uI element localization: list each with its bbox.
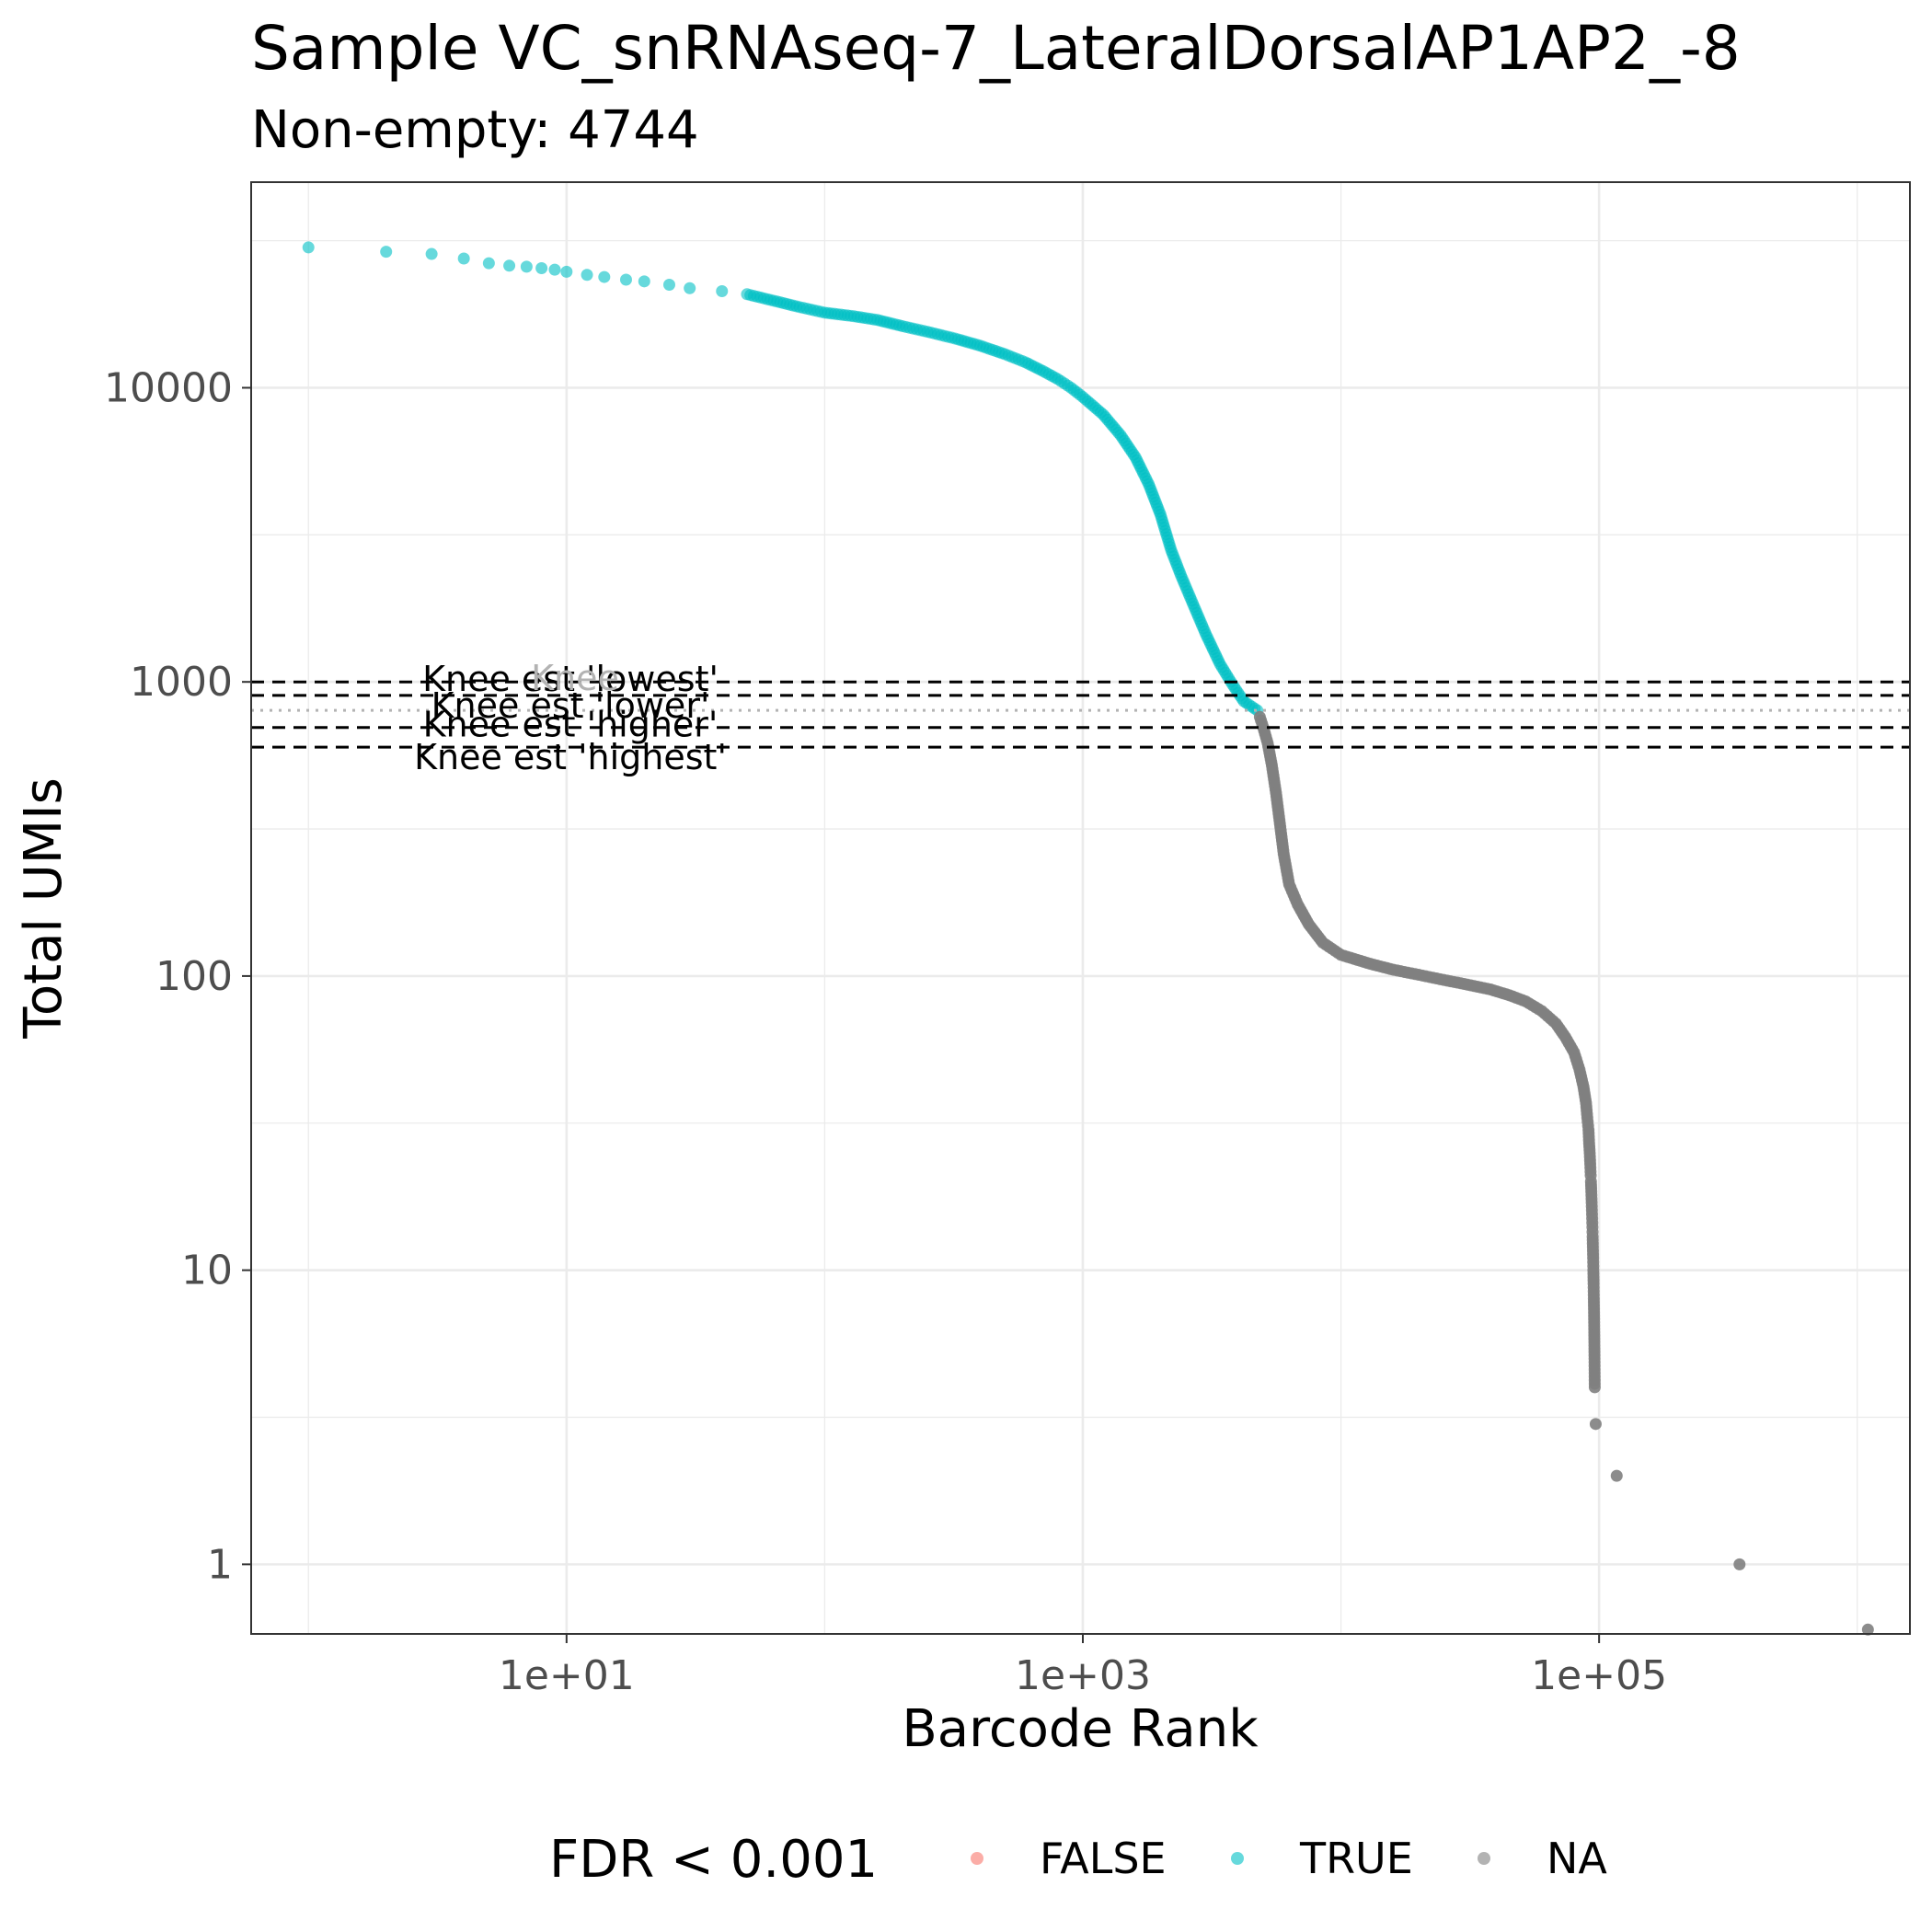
y-axis-title: Total UMIs: [14, 777, 74, 1040]
legend-key-na: [1478, 1852, 1490, 1865]
data-point: [548, 263, 561, 276]
data-point: [662, 278, 675, 291]
data-point: [598, 270, 611, 283]
legend: FDR < 0.001 FALSE TRUE NA: [549, 1830, 1607, 1890]
data-point: [1861, 1623, 1874, 1636]
legend-label-false: FALSE: [1040, 1834, 1167, 1883]
data-point: [716, 284, 729, 297]
knee-labels: Knee est 'lowest'Knee est 'lower'Knee Kne…: [414, 658, 727, 777]
data-point: [1589, 1418, 1602, 1431]
data-point: [1588, 1381, 1601, 1394]
data-points: [302, 241, 1874, 1636]
data-point: [520, 260, 533, 273]
data-point: [457, 252, 470, 265]
x-tick-label: 1e+05: [1531, 1652, 1667, 1699]
knee-lines: [251, 680, 1910, 749]
data-point: [560, 265, 573, 278]
plot-panel: Knee est 'lowest'Knee est 'lower'Knee Kne…: [250, 181, 1911, 1636]
panel-background: [251, 182, 1910, 1634]
y-axis: 1 10 100 1000 10000: [104, 364, 251, 1588]
data-point: [684, 282, 696, 294]
legend-label-true: TRUE: [1299, 1834, 1413, 1883]
x-tick-label: 1e+01: [499, 1652, 635, 1699]
grid-minor: [251, 182, 1910, 1634]
legend-title: FDR < 0.001: [549, 1830, 878, 1890]
y-tick-label: 10000: [104, 364, 233, 411]
data-point: [503, 259, 516, 272]
knee-label: Knee est 'lowest': [422, 659, 719, 699]
y-tick-label: 100: [155, 953, 233, 1000]
y-tick-label: 1000: [130, 659, 233, 706]
series-true: [302, 241, 1264, 717]
knee-label: Knee est 'higher': [423, 705, 719, 745]
legend-key-true: [1231, 1852, 1244, 1865]
series-na: [1253, 710, 1874, 1636]
data-point: [619, 273, 632, 286]
data-point: [581, 269, 593, 282]
chart-title: Sample VC_snRNAseq-7_LateralDorsalAP1AP2…: [251, 13, 1741, 84]
y-tick-label: 10: [181, 1248, 233, 1294]
data-point: [1733, 1558, 1746, 1570]
data-point: [425, 247, 438, 260]
x-axis-title: Barcode Rank: [902, 1699, 1259, 1759]
data-point: [638, 275, 650, 288]
x-tick-label: 1e+03: [1015, 1652, 1151, 1699]
knee-label: Knee: [531, 658, 619, 698]
y-tick-label: 1: [207, 1541, 233, 1588]
chart-subtitle: Non-empty: 4744: [251, 100, 699, 160]
legend-label-na: NA: [1547, 1834, 1607, 1883]
data-point: [380, 246, 393, 259]
data-point: [1610, 1469, 1623, 1482]
data-point: [302, 241, 315, 254]
data-point: [482, 257, 495, 270]
data-point: [535, 261, 548, 274]
x-axis: 1e+01 1e+03 1e+05: [499, 1634, 1667, 1699]
knee-label: Knee est 'highest': [414, 737, 727, 777]
legend-key-false: [971, 1852, 983, 1865]
knee-label: Knee est 'lower': [431, 685, 710, 726]
panel-border: [250, 181, 1911, 1635]
